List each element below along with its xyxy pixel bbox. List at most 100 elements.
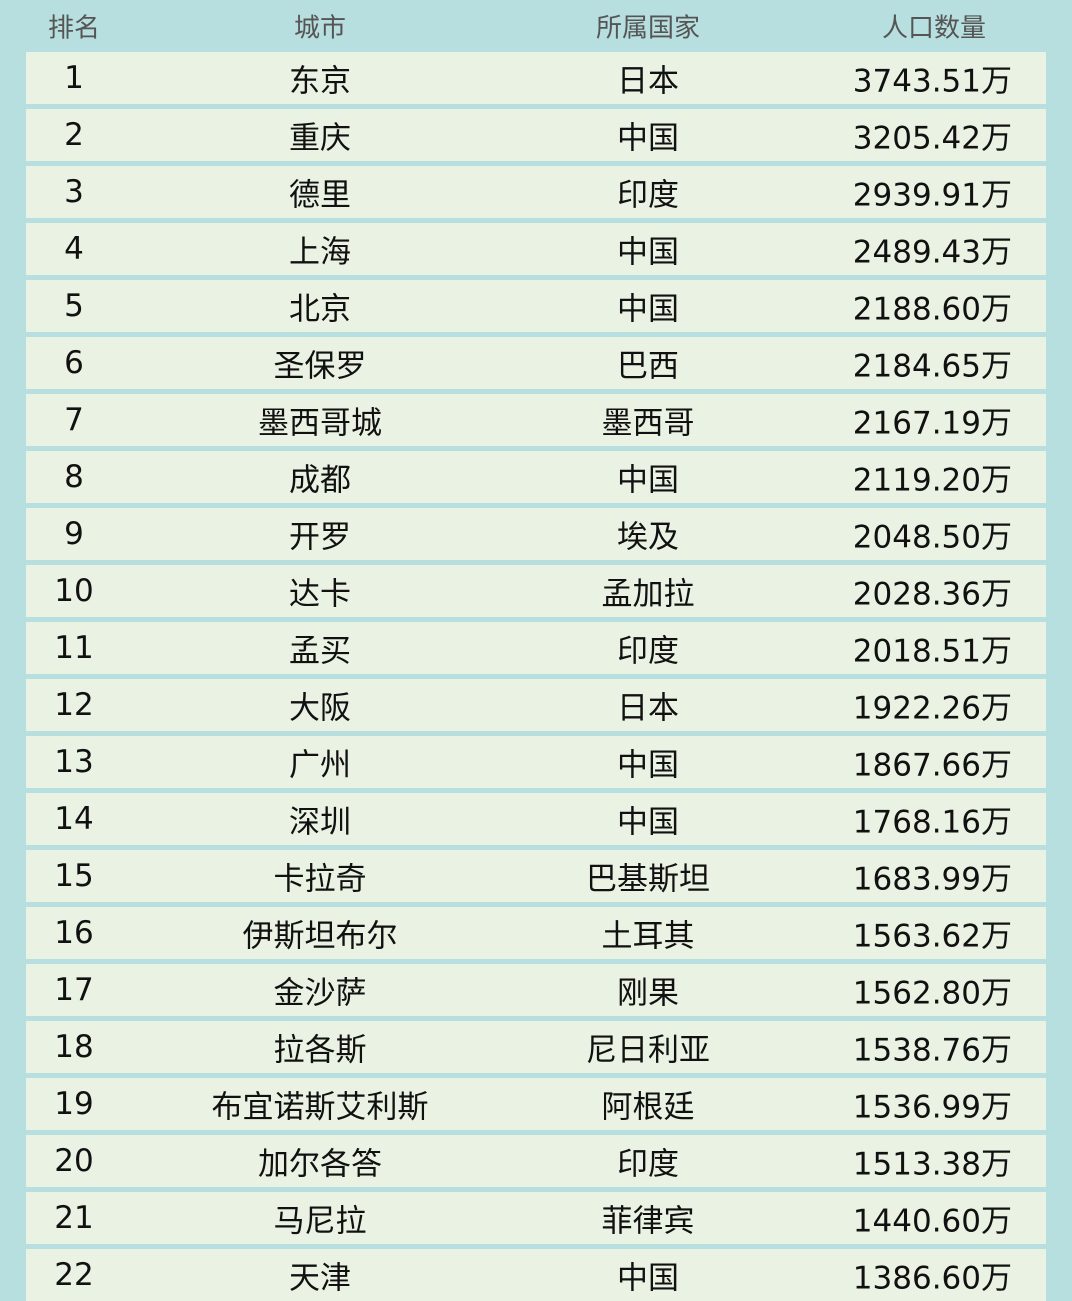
cell-city: 马尼拉 bbox=[273, 1203, 367, 1240]
cell-rank: 16 bbox=[54, 915, 94, 951]
cell-population: 3205.42万 bbox=[852, 120, 1012, 157]
cell-population: 1386.60万 bbox=[852, 1260, 1012, 1297]
cell-rank: 19 bbox=[54, 1086, 94, 1122]
cell-population: 1922.26万 bbox=[852, 690, 1012, 727]
cell-country: 中国 bbox=[617, 747, 679, 784]
table-row: 2 重庆 中国 3205.42万 bbox=[26, 109, 1046, 161]
table-row: 10 达卡 孟加拉 2028.36万 bbox=[26, 565, 1046, 617]
cell-country: 刚果 bbox=[617, 975, 679, 1012]
table-row: 21 马尼拉 菲律宾 1440.60万 bbox=[26, 1192, 1046, 1244]
cell-country: 埃及 bbox=[617, 519, 679, 556]
cell-rank: 15 bbox=[54, 858, 94, 894]
header-country: 所属国家 bbox=[595, 13, 701, 44]
cell-rank: 2 bbox=[64, 117, 84, 153]
cell-country: 日本 bbox=[617, 63, 679, 100]
cell-city: 上海 bbox=[289, 234, 351, 271]
cell-city: 深圳 bbox=[289, 804, 351, 841]
cell-population: 2048.50万 bbox=[852, 519, 1012, 556]
table-row: 9 开罗 埃及 2048.50万 bbox=[26, 508, 1046, 560]
table-row: 4 上海 中国 2489.43万 bbox=[26, 223, 1046, 275]
cell-rank: 22 bbox=[54, 1257, 94, 1293]
table-row: 16 伊斯坦布尔 土耳其 1563.62万 bbox=[26, 907, 1046, 959]
cell-city: 孟买 bbox=[289, 633, 351, 670]
table-row: 6 圣保罗 巴西 2184.65万 bbox=[26, 337, 1046, 389]
table-row: 3 德里 印度 2939.91万 bbox=[26, 166, 1046, 218]
table-row: 13 广州 中国 1867.66万 bbox=[26, 736, 1046, 788]
cell-country: 中国 bbox=[617, 804, 679, 841]
cell-country: 尼日利亚 bbox=[586, 1032, 710, 1069]
cell-city: 北京 bbox=[289, 291, 351, 328]
table-row: 8 成都 中国 2119.20万 bbox=[26, 451, 1046, 503]
cell-city: 金沙萨 bbox=[273, 975, 367, 1012]
cell-rank: 18 bbox=[54, 1029, 94, 1065]
cell-rank: 6 bbox=[64, 345, 84, 381]
cell-population: 2119.20万 bbox=[852, 462, 1012, 499]
table-row: 17 金沙萨 刚果 1562.80万 bbox=[26, 964, 1046, 1016]
table-row: 12 大阪 日本 1922.26万 bbox=[26, 679, 1046, 731]
cell-population: 1562.80万 bbox=[852, 975, 1012, 1012]
header-city: 城市 bbox=[293, 13, 347, 44]
cell-population: 1513.38万 bbox=[852, 1146, 1012, 1183]
cell-rank: 21 bbox=[54, 1200, 94, 1236]
cell-population: 1683.99万 bbox=[852, 861, 1012, 898]
cell-country: 土耳其 bbox=[601, 918, 695, 955]
cell-country: 菲律宾 bbox=[601, 1203, 695, 1240]
cell-city: 天津 bbox=[289, 1260, 351, 1297]
table-row: 14 深圳 中国 1768.16万 bbox=[26, 793, 1046, 845]
cell-population: 1440.60万 bbox=[852, 1203, 1012, 1240]
cell-city: 达卡 bbox=[289, 576, 351, 613]
cell-population: 2188.60万 bbox=[852, 291, 1012, 328]
cell-population: 2018.51万 bbox=[852, 633, 1012, 670]
cell-rank: 17 bbox=[54, 972, 94, 1008]
cell-city: 加尔各答 bbox=[258, 1146, 382, 1183]
table-row: 7 墨西哥城 墨西哥 2167.19万 bbox=[26, 394, 1046, 446]
table-row: 22 天津 中国 1386.60万 bbox=[26, 1249, 1046, 1301]
cell-population: 3743.51万 bbox=[852, 63, 1012, 100]
header-population: 人口数量 bbox=[881, 13, 986, 44]
cell-population: 2167.19万 bbox=[852, 405, 1012, 442]
cell-population: 2489.43万 bbox=[852, 234, 1012, 271]
cell-city: 成都 bbox=[289, 462, 351, 499]
table-row: 1 东京 日本 3743.51万 bbox=[26, 52, 1046, 104]
table-row: 18 拉各斯 尼日利亚 1538.76万 bbox=[26, 1021, 1046, 1073]
cell-city: 大阪 bbox=[289, 690, 351, 727]
cell-rank: 20 bbox=[54, 1143, 94, 1179]
cell-country: 印度 bbox=[617, 177, 679, 214]
cell-rank: 12 bbox=[54, 687, 94, 723]
table-row: 19 布宜诺斯艾利斯 阿根廷 1536.99万 bbox=[26, 1078, 1046, 1130]
cell-country: 中国 bbox=[617, 120, 679, 157]
cell-city: 开罗 bbox=[289, 519, 351, 556]
cell-rank: 11 bbox=[54, 630, 94, 666]
cell-city: 广州 bbox=[289, 747, 351, 784]
table-header: 排名 城市 所属国家 人口数量 bbox=[0, 0, 1072, 52]
table-row: 5 北京 中国 2188.60万 bbox=[26, 280, 1046, 332]
cell-population: 2184.65万 bbox=[852, 348, 1012, 385]
cell-country: 巴西 bbox=[617, 348, 679, 385]
cell-population: 1536.99万 bbox=[852, 1089, 1012, 1126]
cell-city: 东京 bbox=[289, 63, 351, 100]
cell-rank: 5 bbox=[64, 288, 84, 324]
cell-rank: 4 bbox=[64, 231, 84, 267]
cell-country: 中国 bbox=[617, 291, 679, 328]
cell-rank: 10 bbox=[54, 573, 94, 609]
cell-population: 1538.76万 bbox=[852, 1032, 1012, 1069]
cell-city: 重庆 bbox=[289, 120, 351, 157]
cell-rank: 7 bbox=[64, 402, 84, 438]
cell-rank: 14 bbox=[54, 801, 94, 837]
cell-city: 卡拉奇 bbox=[273, 861, 367, 898]
cell-country: 日本 bbox=[617, 690, 679, 727]
cell-country: 巴基斯坦 bbox=[586, 861, 710, 898]
cell-population: 1563.62万 bbox=[852, 918, 1012, 955]
table-row: 15 卡拉奇 巴基斯坦 1683.99万 bbox=[26, 850, 1046, 902]
cell-city: 布宜诺斯艾利斯 bbox=[211, 1089, 429, 1126]
cell-population: 2028.36万 bbox=[852, 576, 1012, 613]
cell-rank: 3 bbox=[64, 174, 84, 210]
cell-country: 中国 bbox=[617, 1260, 679, 1297]
cell-population: 1768.16万 bbox=[852, 804, 1012, 841]
cell-country: 印度 bbox=[617, 1146, 679, 1183]
cell-rank: 9 bbox=[64, 516, 84, 552]
cell-rank: 1 bbox=[64, 60, 84, 96]
cell-city: 墨西哥城 bbox=[258, 405, 382, 442]
cell-city: 拉各斯 bbox=[273, 1032, 367, 1069]
cell-country: 孟加拉 bbox=[601, 576, 695, 613]
